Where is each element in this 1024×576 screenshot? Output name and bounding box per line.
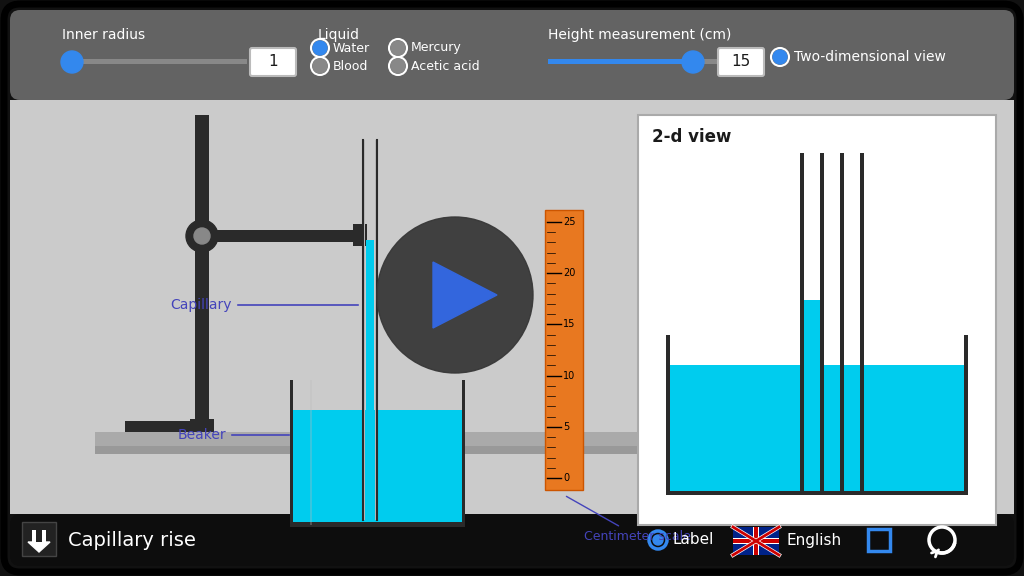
Bar (840, 153, 844, 491)
Text: Height measurement (cm): Height measurement (cm) (548, 28, 731, 42)
FancyBboxPatch shape (250, 48, 296, 76)
Text: Liquid: Liquid (318, 28, 360, 42)
Text: 1: 1 (268, 55, 278, 70)
Bar (22, 522, 56, 556)
Bar (868, 529, 890, 551)
Text: Water: Water (333, 41, 370, 55)
Text: English: English (787, 532, 842, 548)
Bar (125, 421, 137, 449)
Bar (804, 300, 820, 365)
FancyBboxPatch shape (10, 514, 1014, 566)
Circle shape (391, 59, 406, 73)
Bar (548, 59, 723, 64)
Text: Capillary rise: Capillary rise (68, 530, 196, 550)
Circle shape (391, 41, 406, 55)
FancyBboxPatch shape (4, 4, 1020, 572)
FancyBboxPatch shape (10, 10, 1014, 100)
Text: Blood: Blood (333, 59, 369, 73)
Bar (32, 530, 46, 542)
Circle shape (186, 220, 218, 252)
Circle shape (377, 217, 534, 373)
Text: Capillary: Capillary (171, 298, 232, 312)
Bar (964, 335, 968, 495)
Circle shape (194, 228, 210, 244)
Bar (362, 140, 365, 520)
Text: 15: 15 (563, 320, 575, 329)
Bar (36, 530, 42, 542)
Bar (62, 59, 247, 64)
Bar (754, 527, 758, 555)
Bar (293, 410, 462, 525)
Text: 15: 15 (731, 55, 751, 70)
Bar (693, 59, 723, 64)
Circle shape (61, 51, 83, 73)
Text: Centimeter scale: Centimeter scale (566, 497, 691, 543)
Circle shape (313, 59, 327, 73)
Bar (290, 522, 465, 527)
Text: 5: 5 (563, 422, 569, 432)
Bar (820, 153, 824, 491)
Bar (62, 59, 82, 64)
Text: 2-d view: 2-d view (652, 128, 731, 146)
Circle shape (773, 50, 787, 64)
Circle shape (313, 41, 327, 55)
Polygon shape (28, 542, 50, 552)
Bar (10, 100, 1014, 514)
FancyBboxPatch shape (718, 48, 764, 76)
Bar (310, 380, 312, 525)
Bar (290, 380, 293, 525)
Bar (462, 380, 465, 525)
Bar (375, 140, 377, 520)
Bar (638, 115, 996, 525)
Text: 0: 0 (563, 473, 569, 483)
Bar (353, 224, 367, 246)
Text: Label: Label (672, 532, 714, 548)
Bar (125, 421, 195, 433)
Bar (190, 419, 214, 437)
Bar (545, 210, 583, 490)
Bar (95, 432, 715, 446)
Bar (733, 527, 779, 555)
Text: Inner radius: Inner radius (62, 28, 145, 42)
Text: Beaker: Beaker (177, 428, 226, 442)
Text: 25: 25 (563, 217, 575, 227)
Text: 20: 20 (563, 268, 575, 278)
Bar (860, 153, 864, 491)
Bar (800, 153, 804, 491)
Bar (669, 365, 965, 492)
Bar (666, 335, 670, 495)
Bar (666, 491, 968, 495)
Bar (195, 115, 209, 419)
Text: Acetic acid: Acetic acid (411, 59, 479, 73)
Bar (95, 446, 715, 454)
Circle shape (682, 51, 705, 73)
Text: Mercury: Mercury (411, 41, 462, 55)
Bar (753, 527, 759, 555)
Bar (366, 240, 374, 410)
Circle shape (653, 535, 663, 545)
Polygon shape (433, 262, 497, 328)
Text: Two-dimensional view: Two-dimensional view (794, 50, 946, 64)
Polygon shape (804, 300, 820, 308)
Bar (733, 538, 779, 544)
Text: 10: 10 (563, 370, 575, 381)
Bar (733, 539, 779, 543)
Bar (209, 230, 364, 242)
